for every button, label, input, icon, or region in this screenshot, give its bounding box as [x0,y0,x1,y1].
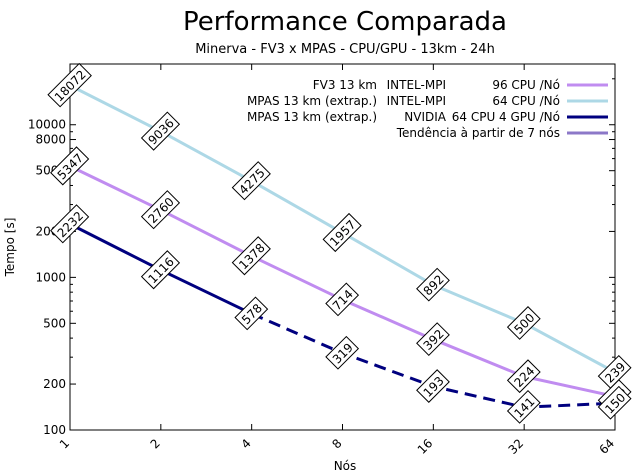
data-label: 392 [416,322,450,356]
data-label-box [231,236,271,276]
data-label-box [325,335,360,370]
x-tick-label: 8 [329,436,344,451]
legend-entry-text: INTEL-MPI [387,78,446,92]
data-label: 193 [416,369,450,403]
legend-entry-text: 64 CPU /Nó [492,94,560,108]
data-label: 2760 [140,190,181,230]
y-tick-label: 200 [43,377,66,391]
x-tick-label: 2 [148,436,163,451]
y-tick-label: 100 [43,423,66,437]
y-tick-label: 8000 [35,133,66,147]
data-label-box [140,250,181,290]
legend-entry-text: MPAS 13 km (extrap.) [247,110,377,124]
data-label-box [50,146,90,186]
data-label-box [231,161,271,201]
data-label: 9036 [140,111,181,151]
y-tick-label: 10000 [28,118,66,132]
data-label: 224 [506,359,541,394]
chart-subtitle: Minerva - FV3 x MPAS - CPU/GPU - 13km - … [195,42,495,57]
legend-entry-text: 96 CPU /Nó [492,78,560,92]
data-label: 892 [416,267,450,302]
data-label-box [50,204,90,244]
data-label-box [322,212,362,253]
legend-entry-text: 64 CPU 4 GPU /Nó [452,110,560,124]
data-label-box [140,111,181,151]
data-label: 1957 [322,212,362,253]
data-label-box [597,385,632,420]
data-label: 1116 [140,250,181,290]
chart-title: Performance Comparada [183,7,507,37]
legend-trend-text: Tendência à partir de 7 nós [396,126,560,140]
data-label-box [597,354,632,389]
data-label: 1378 [231,236,271,276]
legend-entry-text: FV3 13 km [313,78,377,92]
data-label-box [506,389,541,424]
y-tick-label: 500 [43,316,66,330]
data-label: 141 [506,389,541,424]
x-tick-label: 16 [415,436,436,457]
data-label-box [325,282,360,317]
data-label-box [506,359,541,394]
data-labels: 5347276013787143922241661807290364275195… [47,62,632,424]
legend-entry-text: NVIDIA [404,110,447,124]
data-label: 239 [597,354,632,389]
data-label: 714 [325,282,360,317]
data-label: 319 [325,335,360,370]
x-axis-label: Nós [334,459,357,473]
data-label-box [416,322,450,356]
legend-entry-text: MPAS 13 km (extrap.) [247,94,377,108]
x-tick-label: 4 [238,436,253,451]
legend: FV3 13 km INTEL-MPI 96 CPU /Nó MPAS 13 km (… [247,78,608,140]
data-label-box [506,306,541,340]
x-tick-label: 64 [596,436,617,457]
data-label: 4275 [231,161,271,201]
data-label: 500 [506,306,541,340]
data-label: 578 [234,296,269,331]
y-axis-label: Tempo [s] [3,218,17,278]
data-label-box [234,296,269,331]
data-label-box [140,190,181,230]
legend-entry-text: INTEL-MPI [387,94,446,108]
data-label-box [416,369,450,403]
data-label-box [416,267,450,302]
x-tick-label: 1 [57,436,72,451]
data-label-box [47,62,92,108]
y-tick-label: 1000 [35,270,66,284]
x-tick-label: 32 [506,436,527,457]
